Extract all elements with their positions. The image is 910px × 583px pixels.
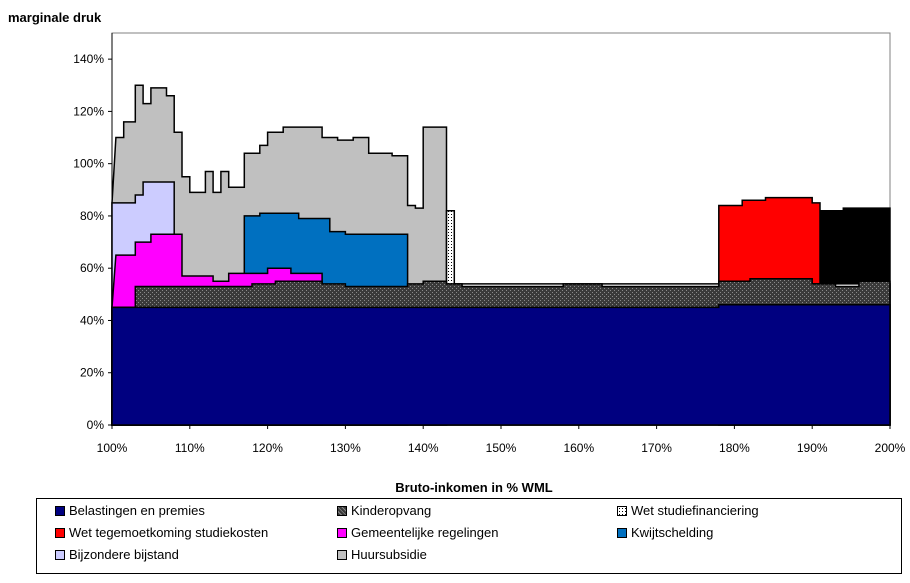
legend-label: Kinderopvang bbox=[351, 503, 432, 518]
legend-swatch bbox=[55, 505, 65, 516]
legend-item: Belastingen en premies bbox=[55, 503, 205, 519]
legend-item: Wet tegemoetkoming studiekosten bbox=[55, 525, 268, 541]
x-tick-label: 160% bbox=[563, 441, 594, 455]
x-tick-label: 190% bbox=[797, 441, 828, 455]
y-tick-label: 120% bbox=[73, 104, 104, 118]
legend-swatch bbox=[337, 527, 347, 538]
y-tick-label: 40% bbox=[80, 313, 104, 327]
legend-swatch bbox=[337, 505, 347, 516]
y-tick-label: 100% bbox=[73, 157, 104, 171]
x-tick-label: 120% bbox=[252, 441, 283, 455]
legend-item: Huursubsidie bbox=[337, 547, 427, 563]
x-tick-label: 100% bbox=[97, 441, 128, 455]
legend-item: Wet studiefinanciering bbox=[617, 503, 759, 519]
legend-item: Kinderopvang bbox=[337, 503, 431, 519]
legend-item: Bijzondere bijstand bbox=[55, 547, 179, 563]
legend-label: Kwijtschelding bbox=[631, 525, 714, 540]
legend-label: Gemeentelijke regelingen bbox=[351, 525, 499, 540]
y-tick-label: 140% bbox=[73, 52, 104, 66]
x-tick-label: 170% bbox=[641, 441, 672, 455]
y-tick-label: 60% bbox=[80, 261, 104, 275]
legend-label: Bijzondere bijstand bbox=[69, 547, 179, 562]
plot-area: 0% 20% 40% 60% 80% 100% 120% 140% 100% 110% 120% 13… bbox=[73, 32, 906, 455]
area-series-1 bbox=[111, 304, 891, 426]
x-tick-label: 110% bbox=[175, 441, 205, 455]
legend-label: Wet tegemoetkoming studiekosten bbox=[69, 525, 269, 540]
y-tick-label: 0% bbox=[87, 418, 105, 432]
x-tick-label: 150% bbox=[486, 441, 517, 455]
legend-swatch bbox=[55, 549, 65, 560]
y-tick-label: 80% bbox=[80, 209, 104, 223]
y-tick-label: 20% bbox=[80, 366, 104, 380]
legend-item: Gemeentelijke regelingen bbox=[337, 525, 498, 541]
legend-swatch bbox=[55, 527, 65, 538]
x-tick-label: 140% bbox=[408, 441, 439, 455]
legend-label: Wet studiefinanciering bbox=[631, 503, 759, 518]
x-axis-title: Bruto-inkomen in % WML bbox=[395, 480, 552, 495]
x-tick-label: 130% bbox=[330, 441, 361, 455]
legend-swatch bbox=[337, 549, 347, 560]
x-tick-label: 180% bbox=[719, 441, 750, 455]
legend-swatch bbox=[617, 527, 627, 538]
legend: Belastingen en premies Kinderopvang Wet st… bbox=[36, 498, 902, 574]
legend-item: Kwijtschelding bbox=[617, 525, 713, 541]
legend-label: Belastingen en premies bbox=[69, 503, 205, 518]
legend-label: Huursubsidie bbox=[351, 547, 427, 562]
y-axis-title: marginale druk bbox=[8, 10, 102, 25]
legend-swatch bbox=[617, 505, 627, 516]
x-tick-label: 200% bbox=[875, 441, 906, 455]
